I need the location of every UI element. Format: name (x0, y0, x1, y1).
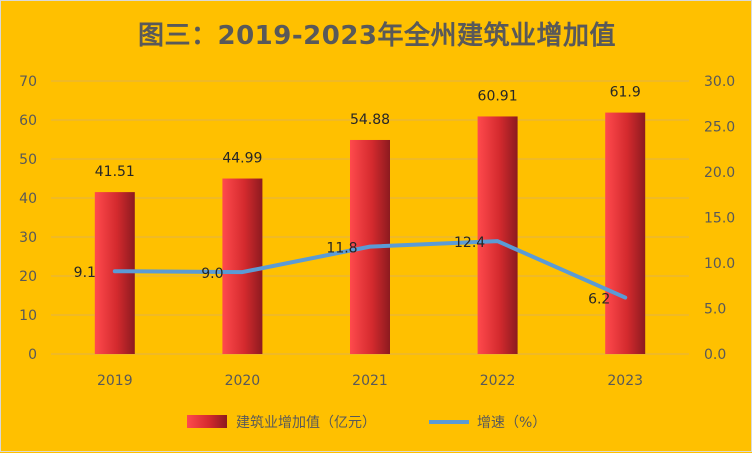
bar-data-label: 41.51 (95, 164, 135, 180)
bar-data-label: 44.99 (222, 151, 262, 167)
y-left-tick-label: 50 (19, 152, 37, 168)
bar (605, 112, 646, 354)
x-tick-label: 2023 (607, 373, 643, 389)
line-data-label: 9.1 (74, 265, 96, 281)
y-left-tick-label: 30 (19, 230, 37, 246)
bar (222, 178, 263, 354)
y-left-tick-label: 40 (19, 191, 37, 207)
line-data-label: 9.0 (201, 266, 223, 282)
line-data-label: 6.2 (588, 292, 610, 308)
y-left-tick-label: 20 (19, 269, 37, 285)
y-right-tick-label: 0.0 (704, 347, 726, 363)
y-left-tick-label: 60 (19, 113, 37, 129)
x-tick-label: 2022 (480, 373, 516, 389)
y-left-tick-label: 0 (28, 347, 37, 363)
bar (477, 116, 518, 355)
chart-title: 图三：2019-2023年全州建筑业增加值 (137, 21, 617, 51)
x-tick-label: 2019 (97, 373, 133, 389)
y-left-tick-label: 10 (19, 308, 37, 324)
y-right-tick-label: 10.0 (704, 256, 735, 272)
legend-swatch-bar (187, 415, 227, 428)
bar-data-label: 60.91 (478, 88, 518, 104)
y-right-tick-label: 15.0 (704, 211, 735, 227)
legend-label-bar: 建筑业增加值（亿元） (236, 415, 376, 431)
y-right-tick-label: 30.0 (704, 74, 735, 90)
bar-data-label: 61.9 (610, 85, 641, 101)
line-series-growth (112, 239, 628, 300)
line-data-label: 11.8 (326, 241, 357, 257)
x-tick-label: 2021 (352, 373, 388, 389)
x-tick-label: 2020 (225, 373, 261, 389)
legend-label-line: 增速（%） (477, 415, 546, 431)
y-right-tick-label: 20.0 (704, 165, 735, 181)
y-right-tick-label: 25.0 (704, 120, 735, 136)
y-left-tick-label: 70 (19, 74, 37, 90)
bar-data-label: 54.88 (350, 112, 390, 128)
line-data-label: 12.4 (454, 235, 485, 251)
y-right-tick-label: 5.0 (704, 302, 726, 318)
